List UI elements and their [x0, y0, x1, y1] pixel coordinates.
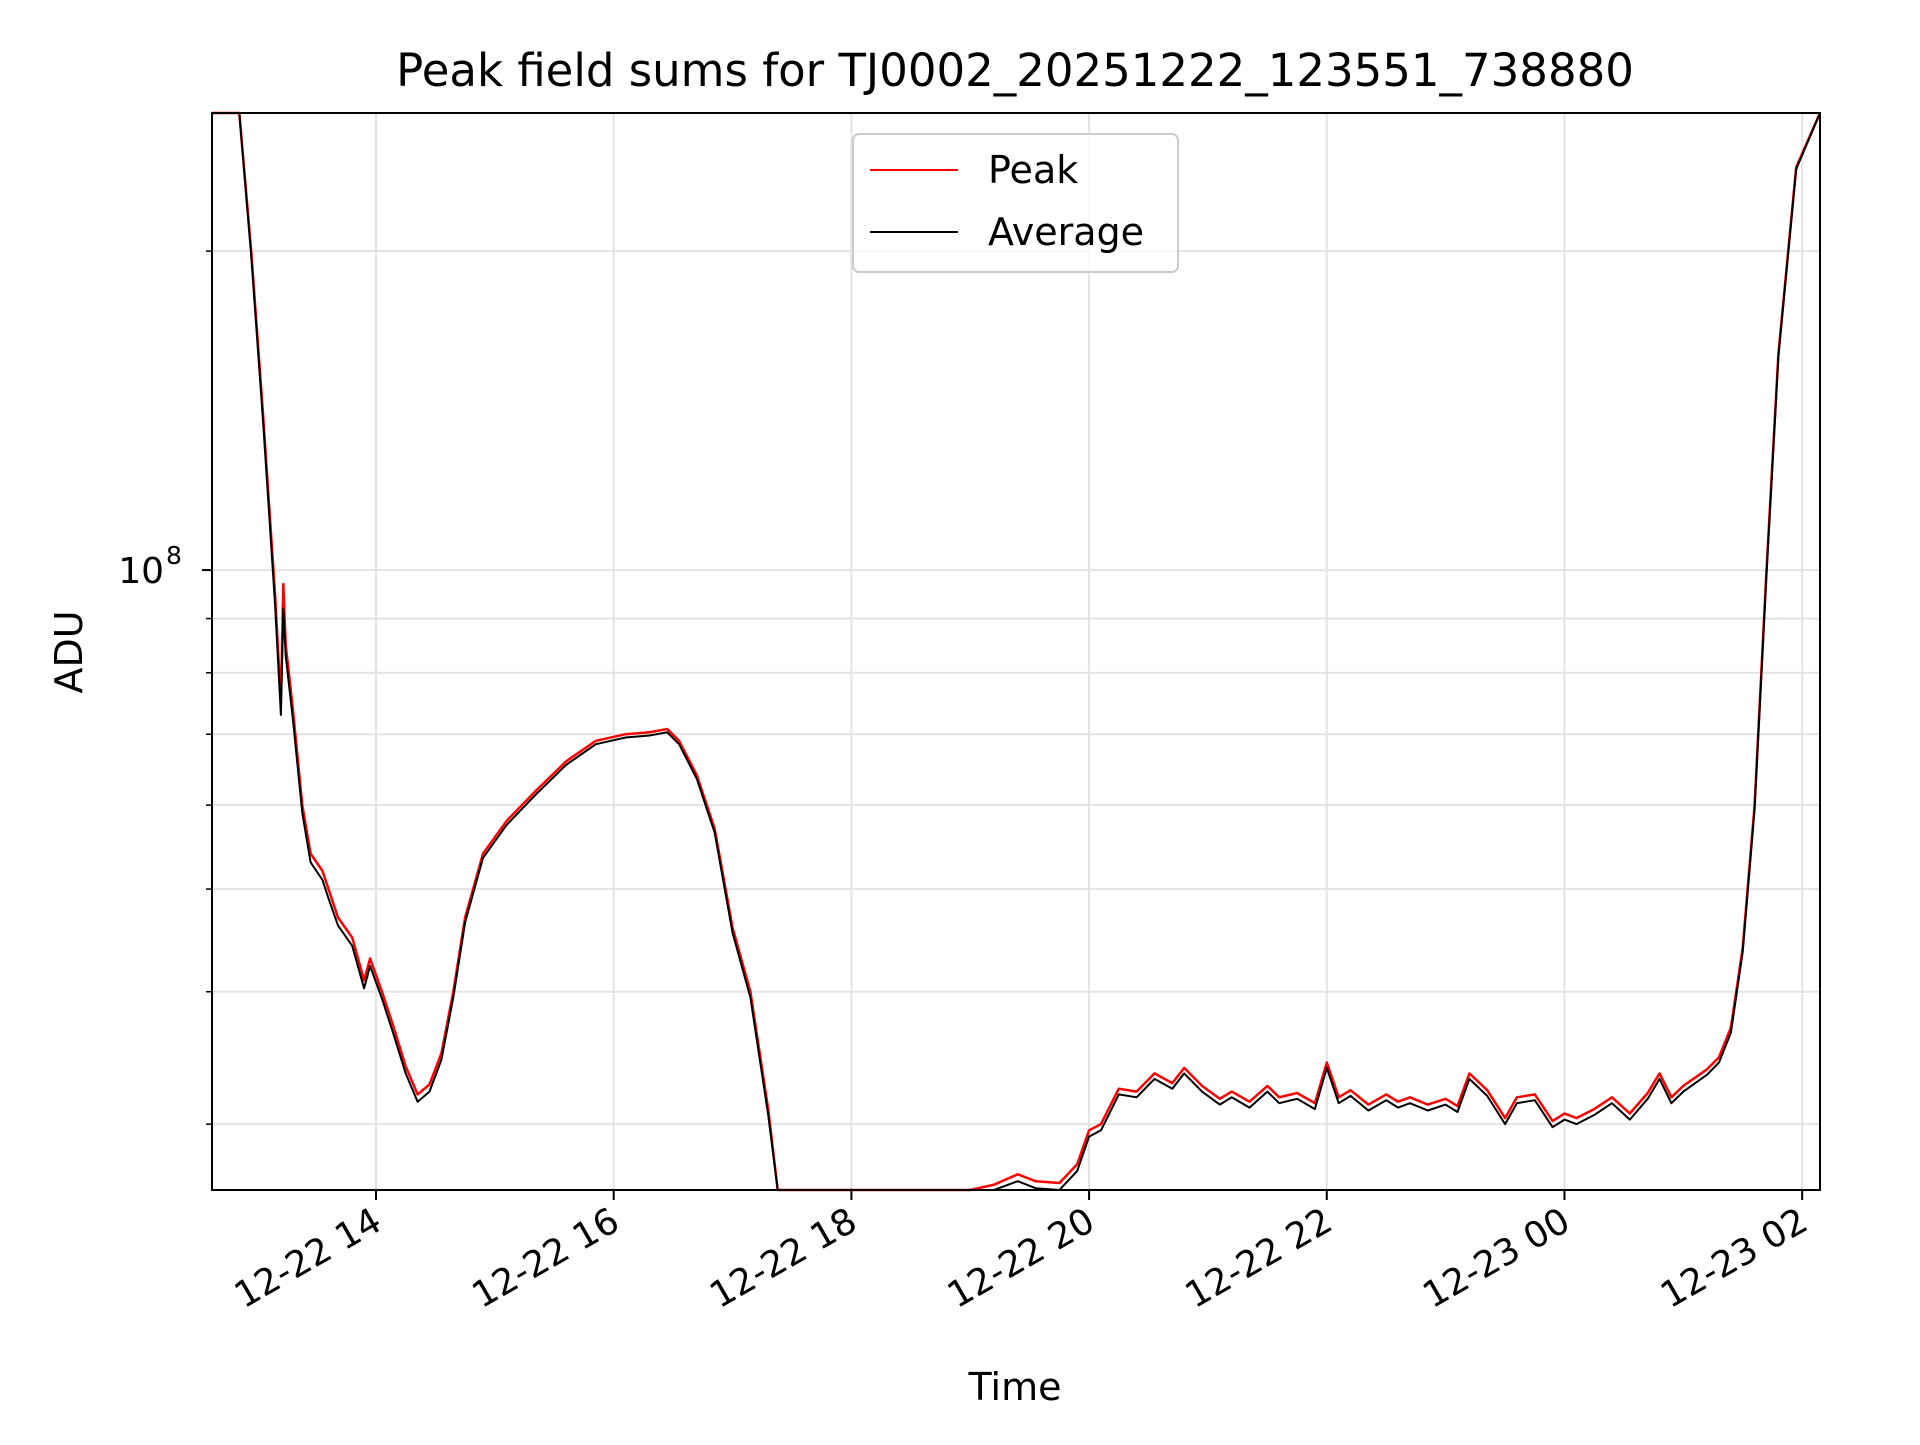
series-layer — [212, 111, 1822, 1192]
legend-label-peak: Peak — [988, 148, 1078, 192]
plot-frame — [211, 112, 1821, 1191]
y-tick-label: 10 — [118, 551, 164, 592]
series-line-peak — [212, 111, 1822, 1192]
y-tick-label-exponent: 8 — [166, 541, 182, 570]
x-axis-label: Time — [968, 1365, 1062, 1409]
legend-box — [852, 133, 1179, 273]
chart-title: Peak field sums for TJ0002_20251222_1235… — [396, 44, 1634, 97]
legend: Peak Average — [852, 133, 1179, 273]
legend-label-average: Average — [988, 210, 1144, 254]
y-axis-label: ADU — [47, 610, 91, 693]
series-line-average — [212, 112, 1821, 1191]
